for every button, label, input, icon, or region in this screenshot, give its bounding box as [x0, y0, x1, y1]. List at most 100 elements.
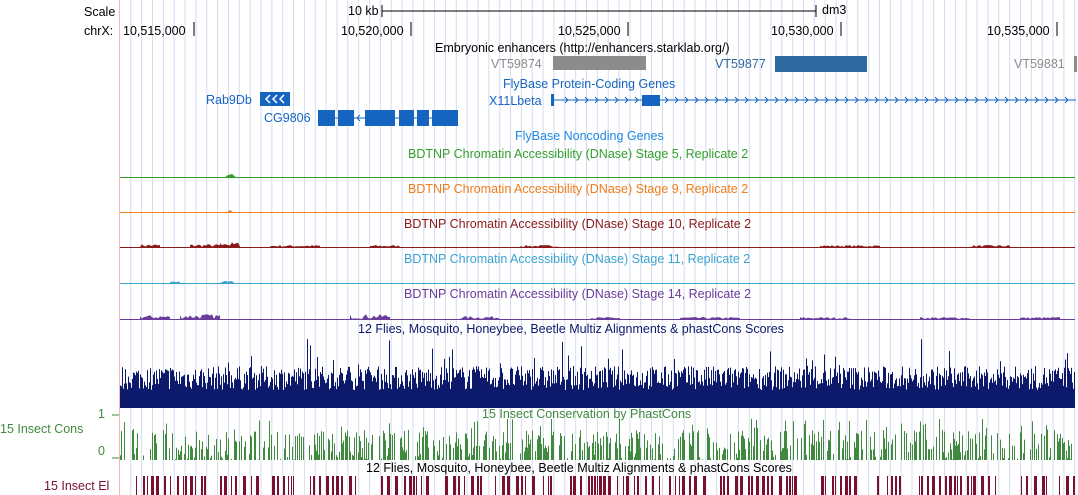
multiz-bar [836, 375, 837, 408]
phastcons-bar [901, 423, 902, 460]
elements-side-label[interactable]: 15 Insect El [44, 479, 110, 493]
multiz-bar [873, 387, 874, 408]
gene-label-rab9db[interactable]: Rab9Db [206, 93, 252, 107]
multiz-bar [415, 372, 416, 408]
multiz-bar [1052, 370, 1053, 408]
phastcons-side-label[interactable]: 15 Insect Cons [0, 422, 84, 436]
phastcons-bar [1002, 447, 1003, 460]
multiz-bar [462, 367, 463, 408]
multiz-bar [970, 376, 971, 408]
phastcons-bar [156, 443, 157, 460]
multiz-bar [706, 366, 707, 408]
conserved-element [291, 476, 292, 495]
enhancer-feature[interactable] [775, 56, 867, 72]
multiz-bar [490, 384, 491, 408]
phastcons-bar [437, 451, 438, 460]
phastcons-bar [446, 444, 447, 460]
phastcons-bar [553, 431, 554, 460]
gene-x11lbeta[interactable] [551, 92, 1078, 108]
gene-cg9806[interactable] [318, 108, 460, 128]
gene-label-cg9806[interactable]: CG9806 [264, 111, 311, 125]
multiz-bar [614, 366, 615, 408]
phastcons-bar [331, 451, 332, 460]
multiz-bar [598, 388, 599, 408]
multiz-bar [190, 386, 191, 408]
multiz-bar [182, 376, 183, 408]
phastcons-bar [683, 430, 684, 460]
phastcons-bar [317, 433, 318, 460]
multiz-bar [638, 385, 639, 408]
phastcons-bar [210, 457, 211, 460]
strand-arrow [764, 96, 769, 104]
conserved-element [854, 476, 857, 495]
multiz-bar [738, 371, 739, 408]
strand-arrow [674, 96, 679, 104]
multiz-bar [792, 387, 793, 408]
multiz-bar [494, 387, 495, 408]
multiz-bar [380, 389, 381, 408]
phastcons-bar [786, 431, 787, 460]
multiz-bar [355, 378, 356, 408]
conserved-element [735, 476, 738, 495]
enhancer-feature[interactable] [1074, 56, 1077, 72]
multiz-bar [894, 383, 895, 408]
phastcons-bar [572, 433, 573, 460]
multiz-bar [736, 376, 737, 408]
multiz-bar [371, 375, 372, 408]
multiz-bar [576, 385, 577, 408]
gene-rab9db[interactable] [260, 91, 292, 107]
multiz-bar [589, 378, 590, 408]
multiz-bar [322, 366, 323, 408]
multiz-bar [938, 389, 939, 408]
multiz-bar [1059, 378, 1060, 408]
scale-bar-label: 10 kb [348, 4, 379, 18]
phastcons-bar [978, 458, 979, 460]
phastcons-bar [904, 431, 905, 460]
phastcons-bar [773, 456, 774, 460]
phastcons-bar [736, 453, 737, 460]
multiz-bar [763, 376, 764, 408]
enhancer-feature[interactable] [553, 56, 646, 70]
phastcons-bar [207, 449, 208, 460]
strand-arrow [644, 96, 649, 104]
multiz-bar [471, 388, 472, 408]
enhancer-label[interactable]: VT59874 [491, 57, 542, 71]
phastcons-bar [919, 431, 920, 460]
signal-peak [140, 315, 170, 320]
multiz-bar [674, 359, 675, 408]
phastcons-bar [620, 443, 621, 460]
multiz-bar [529, 370, 530, 408]
multiz-bar [800, 380, 801, 408]
phastcons-bar [314, 434, 315, 460]
multiz-bar [880, 381, 881, 408]
multiz-bar [666, 386, 667, 408]
enhancer-label[interactable]: VT59881 [1014, 57, 1065, 71]
phastcons-bar [406, 450, 407, 460]
multiz-bar [524, 380, 525, 408]
multiz-bar [1055, 369, 1056, 408]
multiz-bar [867, 382, 868, 408]
multiz-bar [932, 369, 933, 408]
multiz-bar [673, 388, 674, 408]
enhancer-label[interactable]: VT59877 [715, 57, 766, 71]
multiz-bar [245, 383, 246, 408]
phastcons-bar [690, 444, 691, 460]
phastcons-bar [615, 442, 616, 460]
multiz-bar [203, 372, 204, 408]
multiz-bar [1067, 353, 1068, 408]
conserved-element [1059, 476, 1060, 495]
gene-label-x11lbeta[interactable]: X11Lbeta [489, 94, 542, 108]
multiz-bar [131, 387, 132, 408]
phastcons-bar [871, 449, 872, 460]
multiz-bar [637, 372, 638, 408]
conserved-element [840, 476, 842, 495]
phastcons-bar [472, 454, 473, 460]
multiz-bar [945, 385, 946, 408]
multiz-bar [768, 377, 769, 408]
multiz-bar [976, 370, 977, 408]
multiz-bar [347, 370, 348, 408]
multiz-bar [1033, 373, 1034, 408]
phastcons-bar [508, 443, 509, 460]
phastcons-bar [297, 435, 298, 460]
